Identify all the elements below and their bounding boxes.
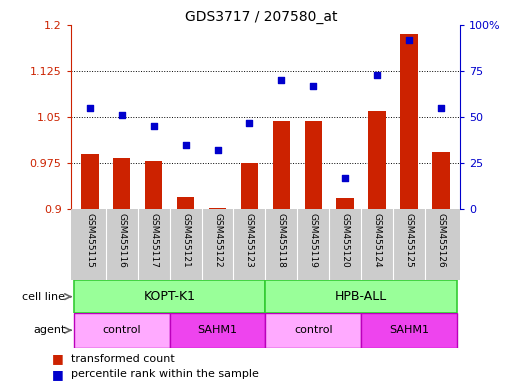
Bar <box>169 313 266 348</box>
Text: GSM455122: GSM455122 <box>213 213 222 268</box>
Bar <box>266 313 361 348</box>
Text: SAHM1: SAHM1 <box>198 325 237 335</box>
Point <box>341 175 349 181</box>
Bar <box>433 152 450 209</box>
Text: GSM455121: GSM455121 <box>181 213 190 268</box>
Text: GSM455123: GSM455123 <box>245 213 254 268</box>
Text: GSM455120: GSM455120 <box>341 213 350 268</box>
Text: ■: ■ <box>52 353 64 366</box>
Point <box>277 77 286 83</box>
Text: GSM455116: GSM455116 <box>117 213 126 268</box>
Text: GSM455115: GSM455115 <box>85 213 94 268</box>
Point <box>437 105 445 111</box>
Text: KOPT-K1: KOPT-K1 <box>144 290 196 303</box>
Text: GDS3717 / 207580_at: GDS3717 / 207580_at <box>185 10 338 23</box>
Text: cell line: cell line <box>22 291 65 302</box>
Text: transformed count: transformed count <box>71 354 174 364</box>
Text: GSM455125: GSM455125 <box>405 213 414 268</box>
Bar <box>304 121 322 209</box>
Text: GSM455119: GSM455119 <box>309 213 318 268</box>
Text: GSM455117: GSM455117 <box>149 213 158 268</box>
Point <box>309 83 317 89</box>
Text: control: control <box>103 325 141 335</box>
Point <box>213 147 222 153</box>
Text: ■: ■ <box>52 368 64 381</box>
Bar <box>81 154 98 209</box>
Point <box>405 36 413 43</box>
Bar <box>241 163 258 209</box>
Point <box>118 112 126 118</box>
Text: control: control <box>294 325 333 335</box>
Bar <box>361 313 457 348</box>
Bar <box>113 158 130 209</box>
Point <box>181 142 190 148</box>
Bar <box>177 197 195 209</box>
Text: GSM455118: GSM455118 <box>277 213 286 268</box>
Bar <box>368 111 386 209</box>
Point <box>150 123 158 129</box>
Bar <box>266 280 457 313</box>
Text: GSM455124: GSM455124 <box>373 213 382 268</box>
Text: HPB-ALL: HPB-ALL <box>335 290 388 303</box>
Text: percentile rank within the sample: percentile rank within the sample <box>71 369 258 379</box>
Text: GSM455126: GSM455126 <box>437 213 446 268</box>
Point <box>86 105 94 111</box>
Text: SAHM1: SAHM1 <box>389 325 429 335</box>
Point <box>373 72 381 78</box>
Bar <box>74 313 169 348</box>
Bar <box>336 198 354 209</box>
Text: agent: agent <box>33 325 65 335</box>
Bar <box>401 34 418 209</box>
Bar <box>74 280 266 313</box>
Point <box>245 119 254 126</box>
Bar <box>272 121 290 209</box>
Bar <box>209 208 226 209</box>
Bar <box>145 161 163 209</box>
